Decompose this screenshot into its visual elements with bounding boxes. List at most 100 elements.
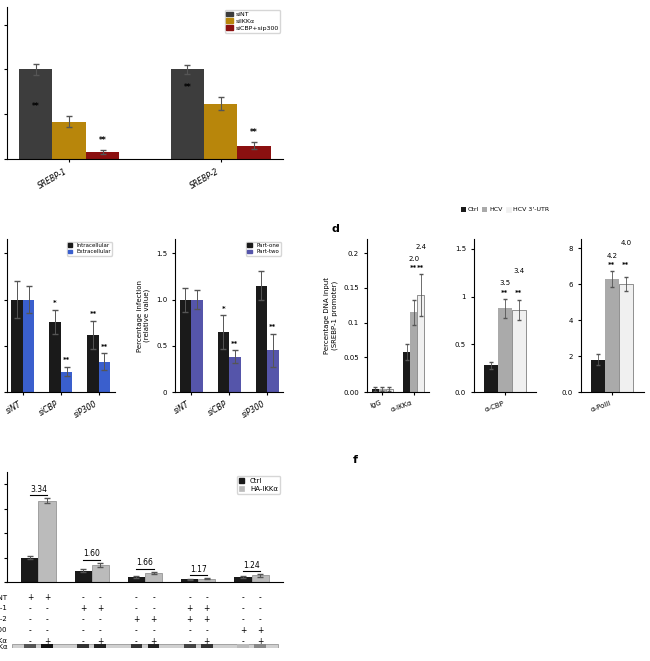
Text: -: - xyxy=(259,615,261,624)
Text: -: - xyxy=(135,593,138,602)
Text: **: ** xyxy=(269,324,276,330)
FancyBboxPatch shape xyxy=(201,644,213,650)
Y-axis label: Percentage DNA input
(SREBP-1 promoter): Percentage DNA input (SREBP-1 promoter) xyxy=(324,277,337,354)
Bar xyxy=(49,322,61,392)
Text: **: ** xyxy=(608,262,616,268)
Bar xyxy=(145,573,162,582)
Text: +: + xyxy=(257,626,263,635)
FancyBboxPatch shape xyxy=(94,644,106,650)
Text: -: - xyxy=(46,615,48,624)
Text: 2.0: 2.0 xyxy=(408,256,419,262)
Bar xyxy=(75,570,92,582)
Text: 3.34: 3.34 xyxy=(30,485,47,494)
Text: -: - xyxy=(242,593,244,602)
Legend: Ctrl, HA-IKKα: Ctrl, HA-IKKα xyxy=(237,476,280,494)
Bar xyxy=(484,366,498,392)
Text: **: ** xyxy=(622,262,629,268)
Bar xyxy=(92,564,109,582)
Text: **: ** xyxy=(101,344,108,350)
Bar xyxy=(237,146,271,159)
Bar xyxy=(180,299,191,392)
Y-axis label: Percentage infection
(relative value): Percentage infection (relative value) xyxy=(137,280,150,352)
Bar xyxy=(218,332,229,392)
Text: -: - xyxy=(29,604,31,613)
Text: siSREBP-1: siSREBP-1 xyxy=(0,605,8,611)
Bar xyxy=(605,279,619,392)
Bar xyxy=(181,579,198,582)
Text: **: ** xyxy=(63,358,70,364)
Text: 3.5: 3.5 xyxy=(499,280,511,286)
Text: -: - xyxy=(99,593,101,602)
Legend: Part-one, Part-two: Part-one, Part-two xyxy=(246,242,281,256)
Text: 1.66: 1.66 xyxy=(136,558,153,567)
Text: -: - xyxy=(152,593,155,602)
Text: **: ** xyxy=(32,102,40,111)
Bar xyxy=(87,334,99,392)
Text: -: - xyxy=(242,604,244,613)
Bar xyxy=(410,312,417,392)
Text: **: ** xyxy=(501,290,509,295)
Text: +: + xyxy=(44,637,50,646)
FancyBboxPatch shape xyxy=(184,644,196,650)
Text: +: + xyxy=(187,604,193,613)
Text: -: - xyxy=(135,604,138,613)
Text: **: ** xyxy=(250,128,258,137)
Text: **: ** xyxy=(231,341,239,347)
Text: d: d xyxy=(332,224,340,234)
Text: -: - xyxy=(259,604,261,613)
Bar xyxy=(86,152,119,159)
Bar xyxy=(252,576,268,582)
Bar xyxy=(404,352,410,392)
Bar xyxy=(417,295,424,392)
Bar xyxy=(21,558,38,582)
Text: -: - xyxy=(99,626,101,635)
Text: +: + xyxy=(203,604,210,613)
Text: **: ** xyxy=(90,311,97,317)
Bar xyxy=(53,122,86,159)
Bar xyxy=(592,360,605,392)
Text: -: - xyxy=(188,637,191,646)
Text: 1.17: 1.17 xyxy=(190,564,207,574)
Text: -: - xyxy=(99,615,101,624)
Bar xyxy=(171,69,204,159)
Bar xyxy=(379,389,385,392)
Bar xyxy=(619,284,633,392)
FancyBboxPatch shape xyxy=(254,644,266,650)
Bar xyxy=(267,350,278,392)
Text: **: ** xyxy=(183,83,191,92)
Text: -: - xyxy=(46,604,48,613)
Text: +: + xyxy=(203,637,210,646)
Text: +: + xyxy=(187,615,193,624)
Text: +: + xyxy=(97,637,103,646)
Text: +: + xyxy=(27,593,33,602)
Text: +: + xyxy=(150,615,157,624)
Text: **: ** xyxy=(410,265,417,271)
Legend: Ctrl, HCV, HCV 3'-UTR: Ctrl, HCV, HCV 3'-UTR xyxy=(459,204,551,215)
Text: -: - xyxy=(188,626,191,635)
Bar xyxy=(372,389,379,392)
Text: +: + xyxy=(240,626,246,635)
Text: -: - xyxy=(135,626,138,635)
Text: 4.0: 4.0 xyxy=(620,241,631,247)
FancyBboxPatch shape xyxy=(237,644,249,650)
Text: +: + xyxy=(80,604,86,613)
Text: -: - xyxy=(135,637,138,646)
Text: siCBP/p300: siCBP/p300 xyxy=(0,627,8,633)
Text: siNT: siNT xyxy=(0,594,8,601)
Bar xyxy=(23,299,34,392)
FancyBboxPatch shape xyxy=(131,644,142,650)
Text: -: - xyxy=(29,637,31,646)
Bar xyxy=(204,104,237,159)
Text: +: + xyxy=(97,604,103,613)
Text: b: b xyxy=(353,0,361,1)
FancyBboxPatch shape xyxy=(77,644,89,650)
Bar xyxy=(229,357,240,392)
Bar xyxy=(512,310,526,392)
Text: -: - xyxy=(188,593,191,602)
Legend: siNT, silKKα, siCBP+sip300: siNT, silKKα, siCBP+sip300 xyxy=(225,10,280,32)
Text: +: + xyxy=(133,615,140,624)
FancyBboxPatch shape xyxy=(41,644,53,650)
Text: 4.2: 4.2 xyxy=(606,253,618,258)
Text: -: - xyxy=(46,626,48,635)
Text: -: - xyxy=(205,593,208,602)
